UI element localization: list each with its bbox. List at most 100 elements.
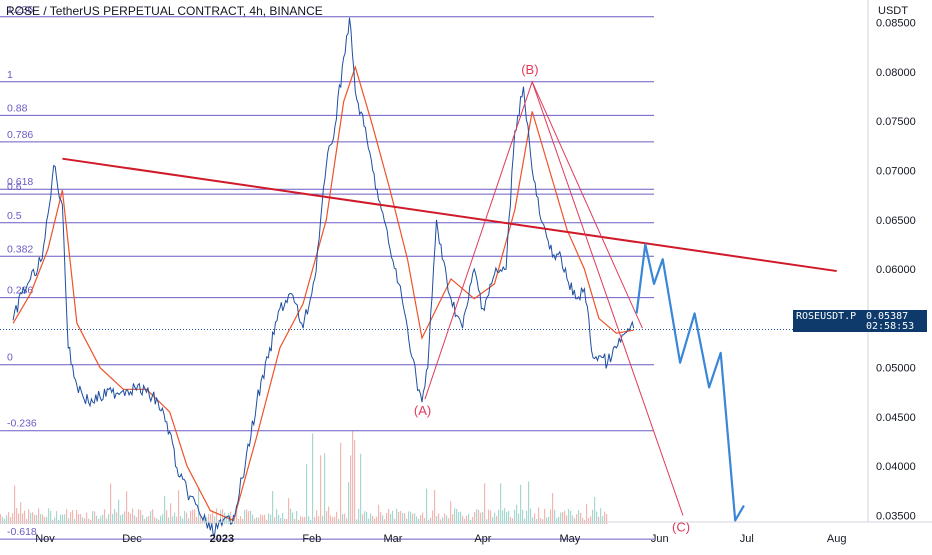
volume-bar [434, 490, 436, 524]
volume-bar [480, 512, 482, 524]
volume-bar [518, 513, 520, 524]
volume-bar [88, 518, 90, 524]
fib-label: 0.88 [7, 102, 28, 114]
volume-bar [374, 518, 376, 524]
volume-bar [300, 515, 302, 524]
volume-bar [528, 481, 530, 524]
x-tick-label: Jul [740, 533, 754, 545]
volume-bar [362, 514, 364, 524]
volume-bar [120, 515, 122, 524]
volume-bar [206, 517, 208, 524]
volume-bar [472, 517, 474, 524]
y-tick-label: 0.05000 [876, 363, 916, 375]
volume-bar [64, 514, 66, 524]
volume-bar [250, 510, 252, 524]
volume-bar [236, 510, 238, 524]
x-tick-label: Jun [651, 533, 669, 545]
volume-bar [574, 518, 576, 524]
volume-bar [142, 514, 144, 524]
volume-bar [146, 516, 148, 524]
volume-bar [50, 511, 52, 524]
volume-bar [192, 509, 194, 524]
volume-bar [392, 510, 394, 524]
wave-b-c-inner [531, 81, 643, 329]
volume-bar [378, 504, 380, 524]
volume-bar [438, 513, 440, 524]
volume-bar [154, 517, 156, 524]
volume-bar [344, 513, 346, 524]
volume-bar [390, 513, 392, 524]
volume-bar [412, 513, 414, 524]
fib-label: -0.618 [7, 526, 37, 538]
volume-bar [544, 508, 546, 524]
volume-bar [422, 512, 424, 524]
volume-bar [234, 516, 236, 524]
volume-bar [370, 513, 372, 524]
y-tick-label: 0.08500 [876, 18, 916, 30]
volume-bar [168, 517, 170, 524]
volume-bar [504, 508, 506, 524]
y-tick-label: 0.08000 [876, 67, 916, 79]
volume-bar [498, 509, 500, 524]
volume-bar [126, 491, 128, 524]
volume-bar [114, 509, 116, 524]
volume-bar [76, 510, 78, 524]
volume-bar [548, 516, 550, 524]
volume-bar [96, 515, 98, 524]
volume-bar [560, 512, 562, 524]
volume-bar [404, 513, 406, 524]
volume-bar [342, 513, 344, 524]
volume-bar [594, 496, 596, 524]
volume-bar [554, 509, 556, 524]
x-tick-label: 2023 [210, 533, 234, 545]
volume-bar [208, 514, 210, 524]
volume-bar [174, 512, 176, 524]
wave-lines [424, 80, 684, 516]
volume-bar [394, 518, 396, 524]
volume-bar [330, 515, 332, 524]
wave-label: (C) [672, 520, 690, 535]
volume-bar [288, 498, 290, 524]
y-tick-label: 0.07500 [876, 116, 916, 128]
volume-bar [164, 495, 166, 524]
volume-bar [426, 488, 428, 524]
volume-bar [178, 490, 180, 524]
volume-bar [280, 517, 282, 524]
volume-bar [190, 510, 192, 524]
fib-label: -0.236 [7, 418, 37, 430]
volume-bar [86, 512, 88, 524]
volume-bar [260, 514, 262, 524]
volume-bar [216, 508, 218, 524]
volume-bar [420, 515, 422, 524]
volume-bar [204, 517, 206, 524]
fib-label: 0.618 [7, 176, 33, 188]
trend-line [62, 157, 837, 273]
volume-bar [38, 508, 40, 524]
volume-bar [40, 514, 42, 524]
volume-bar [150, 511, 152, 524]
volume-bar [402, 513, 404, 524]
volume-bar [214, 516, 216, 524]
volume-bar [156, 518, 158, 524]
volume-bar [160, 515, 162, 524]
volume-bar [188, 518, 190, 524]
volume-bar [184, 511, 186, 524]
volume-bar [262, 515, 264, 524]
volume-bar [386, 513, 388, 524]
volume-bar [304, 516, 306, 524]
volume-bar [200, 513, 202, 524]
volume-bar [414, 513, 416, 524]
volume-bar [60, 514, 62, 524]
volume-bar [306, 464, 308, 524]
volume-bar [568, 509, 570, 524]
volume-bar [502, 510, 504, 524]
volume-bar [552, 493, 554, 524]
volume-bar [316, 510, 318, 524]
volume-bar [600, 508, 602, 524]
volume-bar [268, 513, 270, 524]
x-tick-label: Apr [474, 533, 491, 545]
volume-bar [336, 511, 338, 524]
volume-bar [138, 509, 140, 524]
volume-bar [186, 512, 188, 524]
